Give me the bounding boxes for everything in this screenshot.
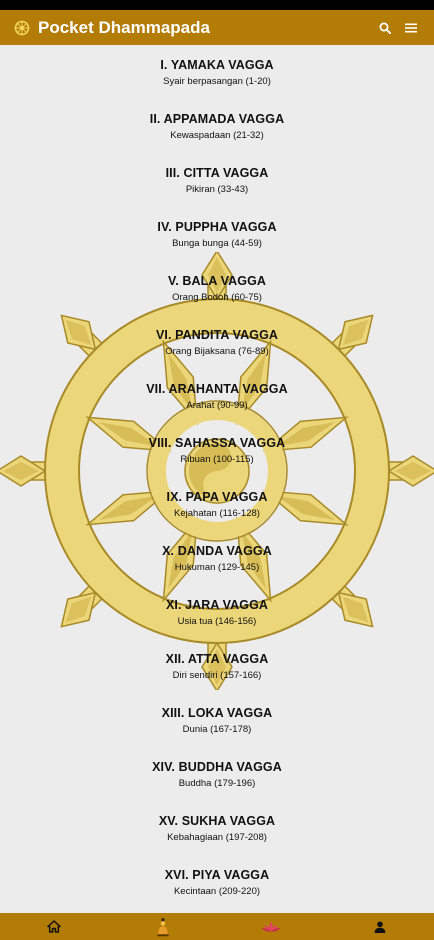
dharma-wheel-icon [14, 20, 30, 36]
vagga-item[interactable]: III. CITTA VAGGA Pikiran (33-43) [0, 153, 434, 207]
vagga-name: IX. PAPA VAGGA [166, 489, 268, 504]
vagga-subtitle: Diri sendiri (157-166) [172, 669, 262, 681]
vagga-name: IV. PUPPHA VAGGA [157, 219, 277, 234]
app-bar: Pocket Dhammapada [0, 10, 434, 45]
vagga-subtitle: Dunia (167-178) [182, 723, 252, 735]
vagga-subtitle: Hukuman (129-145) [174, 561, 260, 573]
profile-icon[interactable] [326, 913, 434, 940]
vagga-item[interactable]: XVI. PIYA VAGGA Kecintaan (209-220) [0, 855, 434, 909]
vagga-name: X. DANDA VAGGA [162, 543, 272, 558]
status-bar [0, 0, 434, 10]
vagga-name: XII. ATTA VAGGA [165, 651, 269, 666]
vagga-name: XIII. LOKA VAGGA [161, 705, 273, 720]
search-icon[interactable] [374, 17, 396, 39]
buddha-icon[interactable] [109, 913, 218, 940]
vagga-subtitle: Kecintaan (209-220) [173, 885, 261, 897]
vagga-list: I. YAMAKA VAGGA Syair berpasangan (1-20) I… [0, 45, 434, 915]
vagga-item[interactable]: II. APPAMADA VAGGA Kewaspadaan (21-32) [0, 99, 434, 153]
vagga-subtitle: Orang Bijaksana (76-89) [165, 345, 269, 357]
vagga-subtitle: Bunga bunga (44-59) [172, 237, 262, 249]
vagga-name: XIV. BUDDHA VAGGA [152, 759, 282, 774]
vagga-item[interactable]: V. BALA VAGGA Orang Bodoh (60-75) [0, 261, 434, 315]
vagga-subtitle: Arahat (90-99) [186, 399, 248, 411]
vagga-item[interactable]: XII. ATTA VAGGA Diri sendiri (157-166) [0, 639, 434, 693]
menu-icon[interactable] [400, 17, 422, 39]
vagga-item[interactable]: VIII. SAHASSA VAGGA Ribuan (100-115) [0, 423, 434, 477]
vagga-subtitle: Ribuan (100-115) [180, 453, 254, 465]
vagga-subtitle: Syair berpasangan (1-20) [163, 75, 271, 87]
vagga-subtitle: Pikiran (33-43) [185, 183, 249, 195]
vagga-item[interactable]: XI. JARA VAGGA Usia tua (146-156) [0, 585, 434, 639]
vagga-subtitle: Kejahatan (116-128) [174, 507, 260, 519]
vagga-name: VIII. SAHASSA VAGGA [148, 435, 286, 450]
vagga-item[interactable]: VII. ARAHANTA VAGGA Arahat (90-99) [0, 369, 434, 423]
vagga-name: XVI. PIYA VAGGA [164, 867, 270, 882]
vagga-name: VII. ARAHANTA VAGGA [146, 381, 288, 396]
vagga-subtitle: Usia tua (146-156) [177, 615, 257, 627]
vagga-item[interactable]: IX. PAPA VAGGA Kejahatan (116-128) [0, 477, 434, 531]
lotus-icon[interactable] [217, 913, 326, 940]
vagga-subtitle: Orang Bodoh (60-75) [172, 291, 262, 303]
vagga-subtitle: Kebahagiaan (197-208) [167, 831, 267, 843]
vagga-name: III. CITTA VAGGA [165, 165, 269, 180]
vagga-item[interactable]: XIV. BUDDHA VAGGA Buddha (179-196) [0, 747, 434, 801]
vagga-name: II. APPAMADA VAGGA [149, 111, 285, 126]
home-icon[interactable] [0, 913, 109, 940]
vagga-item[interactable]: I. YAMAKA VAGGA Syair berpasangan (1-20) [0, 45, 434, 99]
vagga-item[interactable]: X. DANDA VAGGA Hukuman (129-145) [0, 531, 434, 585]
vagga-name: XI. JARA VAGGA [165, 597, 269, 612]
app-title: Pocket Dhammapada [38, 17, 210, 37]
vagga-item[interactable]: IV. PUPPHA VAGGA Bunga bunga (44-59) [0, 207, 434, 261]
bottom-nav [0, 913, 434, 940]
vagga-name: V. BALA VAGGA [167, 273, 267, 288]
vagga-subtitle: Buddha (179-196) [178, 777, 256, 789]
vagga-item[interactable]: XV. SUKHA VAGGA Kebahagiaan (197-208) [0, 801, 434, 855]
vagga-item[interactable]: VI. PANDITA VAGGA Orang Bijaksana (76-89) [0, 315, 434, 369]
vagga-name: VI. PANDITA VAGGA [155, 327, 279, 342]
vagga-subtitle: Kewaspadaan (21-32) [170, 129, 264, 141]
vagga-item[interactable]: XIII. LOKA VAGGA Dunia (167-178) [0, 693, 434, 747]
vagga-name: XV. SUKHA VAGGA [158, 813, 276, 828]
vagga-name: I. YAMAKA VAGGA [160, 57, 274, 72]
